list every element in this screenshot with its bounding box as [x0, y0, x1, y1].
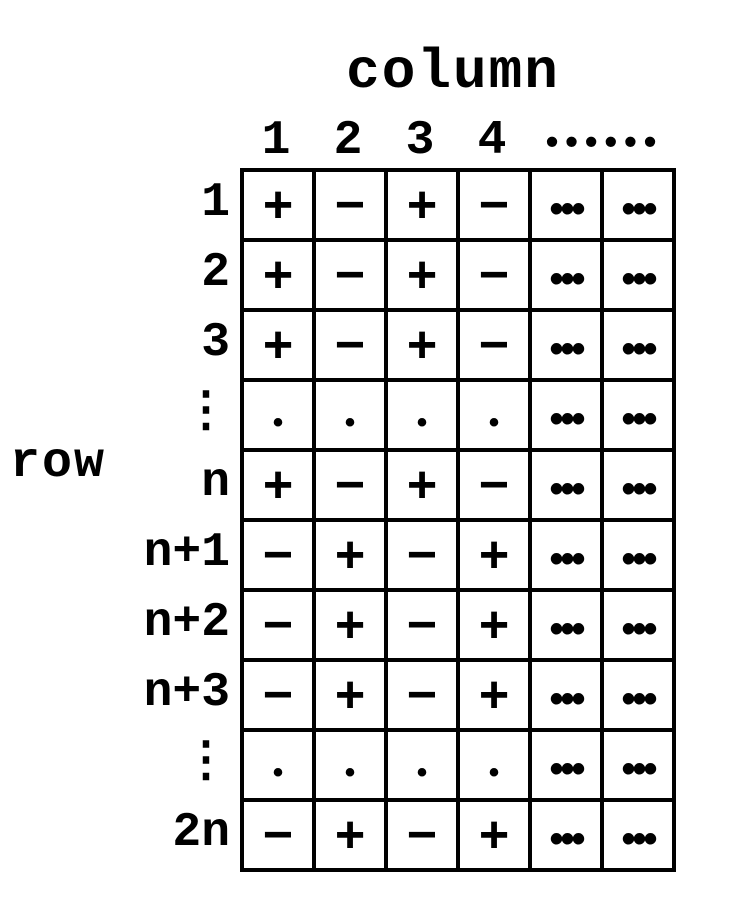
matrix-cell: ••• — [530, 590, 602, 660]
matrix-cell: • — [386, 730, 458, 800]
matrix-cell: ••• — [602, 170, 674, 240]
matrix-cell: + — [458, 660, 530, 730]
matrix-cell: + — [386, 240, 458, 310]
matrix-cell: + — [458, 590, 530, 660]
matrix-cell: • — [458, 380, 530, 450]
matrix-cell: • — [314, 380, 386, 450]
matrix-cell: − — [242, 800, 314, 870]
matrix-cell: ••• — [602, 520, 674, 590]
matrix-cell: + — [242, 310, 314, 380]
matrix-cell: − — [242, 660, 314, 730]
matrix-cell: • — [242, 730, 314, 800]
row-label: 2n — [50, 798, 240, 868]
matrix-cell: • — [386, 380, 458, 450]
matrix-cell: ••• — [602, 800, 674, 870]
matrix-cell: − — [314, 240, 386, 310]
matrix-cell: − — [242, 590, 314, 660]
matrix-cell: ••• — [530, 520, 602, 590]
matrix-cell: ••• — [602, 660, 674, 730]
matrix-cell: ••• — [530, 380, 602, 450]
matrix-cell: ••• — [602, 450, 674, 520]
matrix-cell: ••• — [530, 310, 602, 380]
row-title: row — [10, 435, 106, 492]
matrix-cell: − — [458, 170, 530, 240]
column-header: 1 — [240, 114, 312, 168]
matrix-cell: ••• — [602, 240, 674, 310]
matrix-cell: − — [386, 660, 458, 730]
matrix-cell: + — [242, 240, 314, 310]
matrix-cell: + — [314, 800, 386, 870]
matrix-cell: + — [386, 310, 458, 380]
matrix-cell: − — [458, 310, 530, 380]
matrix-cell: ••• — [530, 240, 602, 310]
matrix-cell: + — [458, 520, 530, 590]
matrix-cell: + — [242, 450, 314, 520]
matrix-cell: + — [458, 800, 530, 870]
matrix-cell: − — [458, 240, 530, 310]
matrix-cell: + — [386, 170, 458, 240]
row-labels-block: 123⋮nn+1n+2n+3⋮2n — [50, 168, 240, 872]
matrix-cell: + — [242, 170, 314, 240]
column-header: 3 — [384, 114, 456, 168]
matrix-cell: − — [458, 450, 530, 520]
row-label: n+2 — [50, 588, 240, 658]
matrix-cell: + — [386, 450, 458, 520]
matrix-cell: ••• — [530, 450, 602, 520]
matrix-cell: − — [386, 800, 458, 870]
matrix-cell: − — [242, 520, 314, 590]
matrix-cell: − — [314, 170, 386, 240]
matrix-cell: • — [314, 730, 386, 800]
matrix-grid: +−+−••••••+−+−••••••+−+−••••••••••••••••… — [240, 168, 676, 872]
column-header: •••••• — [528, 114, 672, 168]
row-label: n+1 — [50, 518, 240, 588]
matrix-cell: − — [314, 310, 386, 380]
matrix-cell: ••• — [530, 170, 602, 240]
row-label: ⋮ — [50, 728, 240, 798]
matrix-cell: ••• — [602, 380, 674, 450]
matrix-cell: − — [314, 450, 386, 520]
column-headers: 1234•••••• — [240, 114, 676, 168]
matrix-cell: − — [386, 590, 458, 660]
row-label: 2 — [50, 238, 240, 308]
matrix-cell: + — [314, 660, 386, 730]
column-header: 2 — [312, 114, 384, 168]
matrix-cell: + — [314, 520, 386, 590]
matrix-cell: + — [314, 590, 386, 660]
row-label: n+3 — [50, 658, 240, 728]
matrix-cell: ••• — [530, 730, 602, 800]
matrix-cell: ••• — [602, 590, 674, 660]
matrix-cell: ••• — [602, 310, 674, 380]
column-header: 4 — [456, 114, 528, 168]
row-label: 3 — [50, 308, 240, 378]
column-title: column — [230, 40, 676, 104]
matrix-cell: ••• — [530, 800, 602, 870]
row-label: 1 — [50, 168, 240, 238]
matrix-cell: • — [242, 380, 314, 450]
matrix-cell: ••• — [602, 730, 674, 800]
matrix-cell: − — [386, 520, 458, 590]
matrix-cell: • — [458, 730, 530, 800]
matrix-cell: ••• — [530, 660, 602, 730]
